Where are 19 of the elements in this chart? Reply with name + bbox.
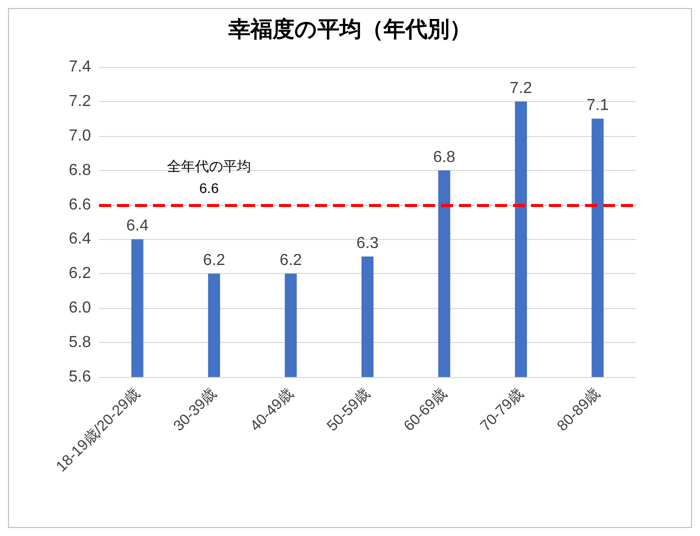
y-tick-label: 6.2 [68, 265, 92, 282]
ref-line-label: 全年代の平均 6.6 [167, 158, 251, 196]
y-tick-label: 7.0 [68, 127, 92, 144]
data-label: 6.3 [356, 234, 379, 252]
data-label: 7.1 [586, 97, 609, 114]
y-tick-label: 6.4 [68, 230, 92, 248]
data-label: 6.8 [433, 148, 456, 166]
y-tick-label: 7.2 [68, 92, 92, 110]
data-label: 6.2 [202, 252, 226, 270]
chart-title: 幸福度の平均（年代別） [228, 16, 472, 42]
y-tick-label: 7.4 [68, 58, 92, 76]
data-label: 7.2 [510, 80, 532, 97]
y-tick-label: 5.8 [68, 334, 92, 352]
y-tick-label: 6.0 [68, 300, 92, 317]
y-tick-label: 5.6 [68, 368, 92, 386]
y-tick-label: 6.6 [68, 196, 92, 214]
data-label: 6.4 [126, 218, 149, 235]
y-tick-label: 6.8 [68, 162, 92, 179]
data-label: 6.2 [280, 252, 302, 270]
